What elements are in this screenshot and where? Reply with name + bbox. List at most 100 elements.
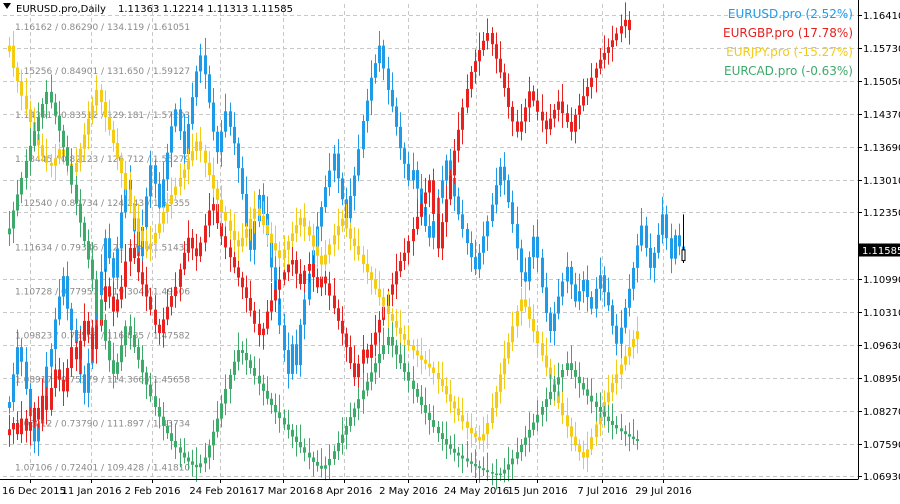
y-tick-label: 1.13690 <box>863 143 900 154</box>
candle-body <box>620 428 623 432</box>
x-tick-label: 24 May 2016 <box>444 486 509 497</box>
candle-body <box>391 284 394 295</box>
candle-body <box>457 408 460 416</box>
candle-body <box>678 235 681 247</box>
candle-body <box>590 77 593 87</box>
candle-body <box>370 344 373 358</box>
x-tick-label: 17 Mar 2016 <box>252 486 315 497</box>
candle-body <box>87 320 90 335</box>
candle-body <box>545 355 548 368</box>
candle-body <box>503 469 506 474</box>
candle-body <box>66 276 69 309</box>
candle-body <box>466 421 469 428</box>
candle-body <box>154 165 157 184</box>
candle-body <box>428 363 431 368</box>
candle-body <box>112 296 115 312</box>
candle-body <box>229 111 232 127</box>
candle-body <box>486 221 489 237</box>
candle-body <box>16 347 19 375</box>
candle-body <box>333 235 336 245</box>
candle-body <box>249 360 252 369</box>
candle-body <box>466 228 469 244</box>
candle-body <box>532 91 535 101</box>
candle-body <box>20 347 23 362</box>
candle-body <box>566 363 569 370</box>
candle-body <box>333 451 336 459</box>
candle-body <box>229 247 232 258</box>
x-tick-label: 15 Jun 2016 <box>507 486 567 497</box>
candle-body <box>166 204 169 212</box>
candle-body <box>87 118 90 135</box>
candle-body <box>287 241 290 250</box>
candle-body <box>628 347 631 357</box>
candle-body <box>557 391 560 404</box>
candle-body <box>216 204 219 224</box>
candle-body <box>657 234 660 253</box>
candle-body <box>541 406 544 415</box>
candle-body <box>362 390 365 400</box>
active-candle-body <box>681 249 686 262</box>
candle-body <box>133 247 136 259</box>
candle-body <box>420 396 423 406</box>
candle-body <box>154 396 157 407</box>
candle-body <box>599 406 602 412</box>
candle-body <box>353 238 356 246</box>
candle-body <box>566 113 569 122</box>
candle-body <box>283 272 286 280</box>
candle-body <box>603 52 606 60</box>
candle-body <box>590 297 593 309</box>
candle-body <box>403 334 406 340</box>
candle-body <box>287 424 290 430</box>
candle-body <box>116 142 119 159</box>
candle-body <box>578 445 581 453</box>
candle-body <box>20 177 23 195</box>
x-tick-label: 16 Dec 2015 <box>2 486 66 497</box>
candle-body <box>149 384 152 397</box>
candle-body <box>37 407 40 420</box>
candle-body <box>395 271 398 285</box>
candle-body <box>199 141 202 151</box>
candle-body <box>345 218 348 229</box>
candle-body <box>407 163 410 181</box>
candle-body <box>245 228 248 238</box>
candle-body <box>437 372 440 380</box>
candle-body <box>274 243 277 251</box>
candle-body <box>179 269 182 287</box>
candle-body <box>645 225 648 248</box>
dropdown-triangle-icon[interactable] <box>3 3 11 9</box>
candle-body <box>403 148 406 164</box>
candle-body <box>45 366 48 397</box>
candle-body <box>341 218 344 227</box>
candle-body <box>324 254 327 265</box>
candle-body <box>474 433 477 438</box>
candle-body <box>37 117 40 132</box>
candle-body <box>312 235 315 247</box>
candle-body <box>187 160 190 170</box>
candle-body <box>195 464 198 468</box>
candle-body <box>50 349 53 367</box>
candle-body <box>112 360 115 374</box>
candle-body <box>424 405 427 413</box>
candle-body <box>520 248 523 273</box>
candle-body <box>170 433 173 441</box>
candle-body <box>108 117 111 130</box>
candle-body <box>187 457 190 462</box>
candle-body <box>104 238 107 272</box>
candle-body <box>636 439 639 441</box>
candle-body <box>628 288 631 308</box>
candle-body <box>58 115 61 131</box>
candle-body <box>611 40 614 48</box>
candle-body <box>278 250 281 259</box>
candle-body <box>416 216 419 229</box>
candle-body <box>374 363 377 373</box>
candle-body <box>503 358 506 375</box>
candle-body <box>566 266 569 282</box>
candle-body <box>320 255 323 265</box>
candle-body <box>70 308 73 331</box>
candle-body <box>25 361 28 389</box>
left-scale-label: 1.12540 / 0.80734 / 124.243 / 1.53355 <box>15 199 190 209</box>
candle-body <box>133 334 136 348</box>
candle-body <box>187 237 190 253</box>
candle-body <box>237 240 240 247</box>
